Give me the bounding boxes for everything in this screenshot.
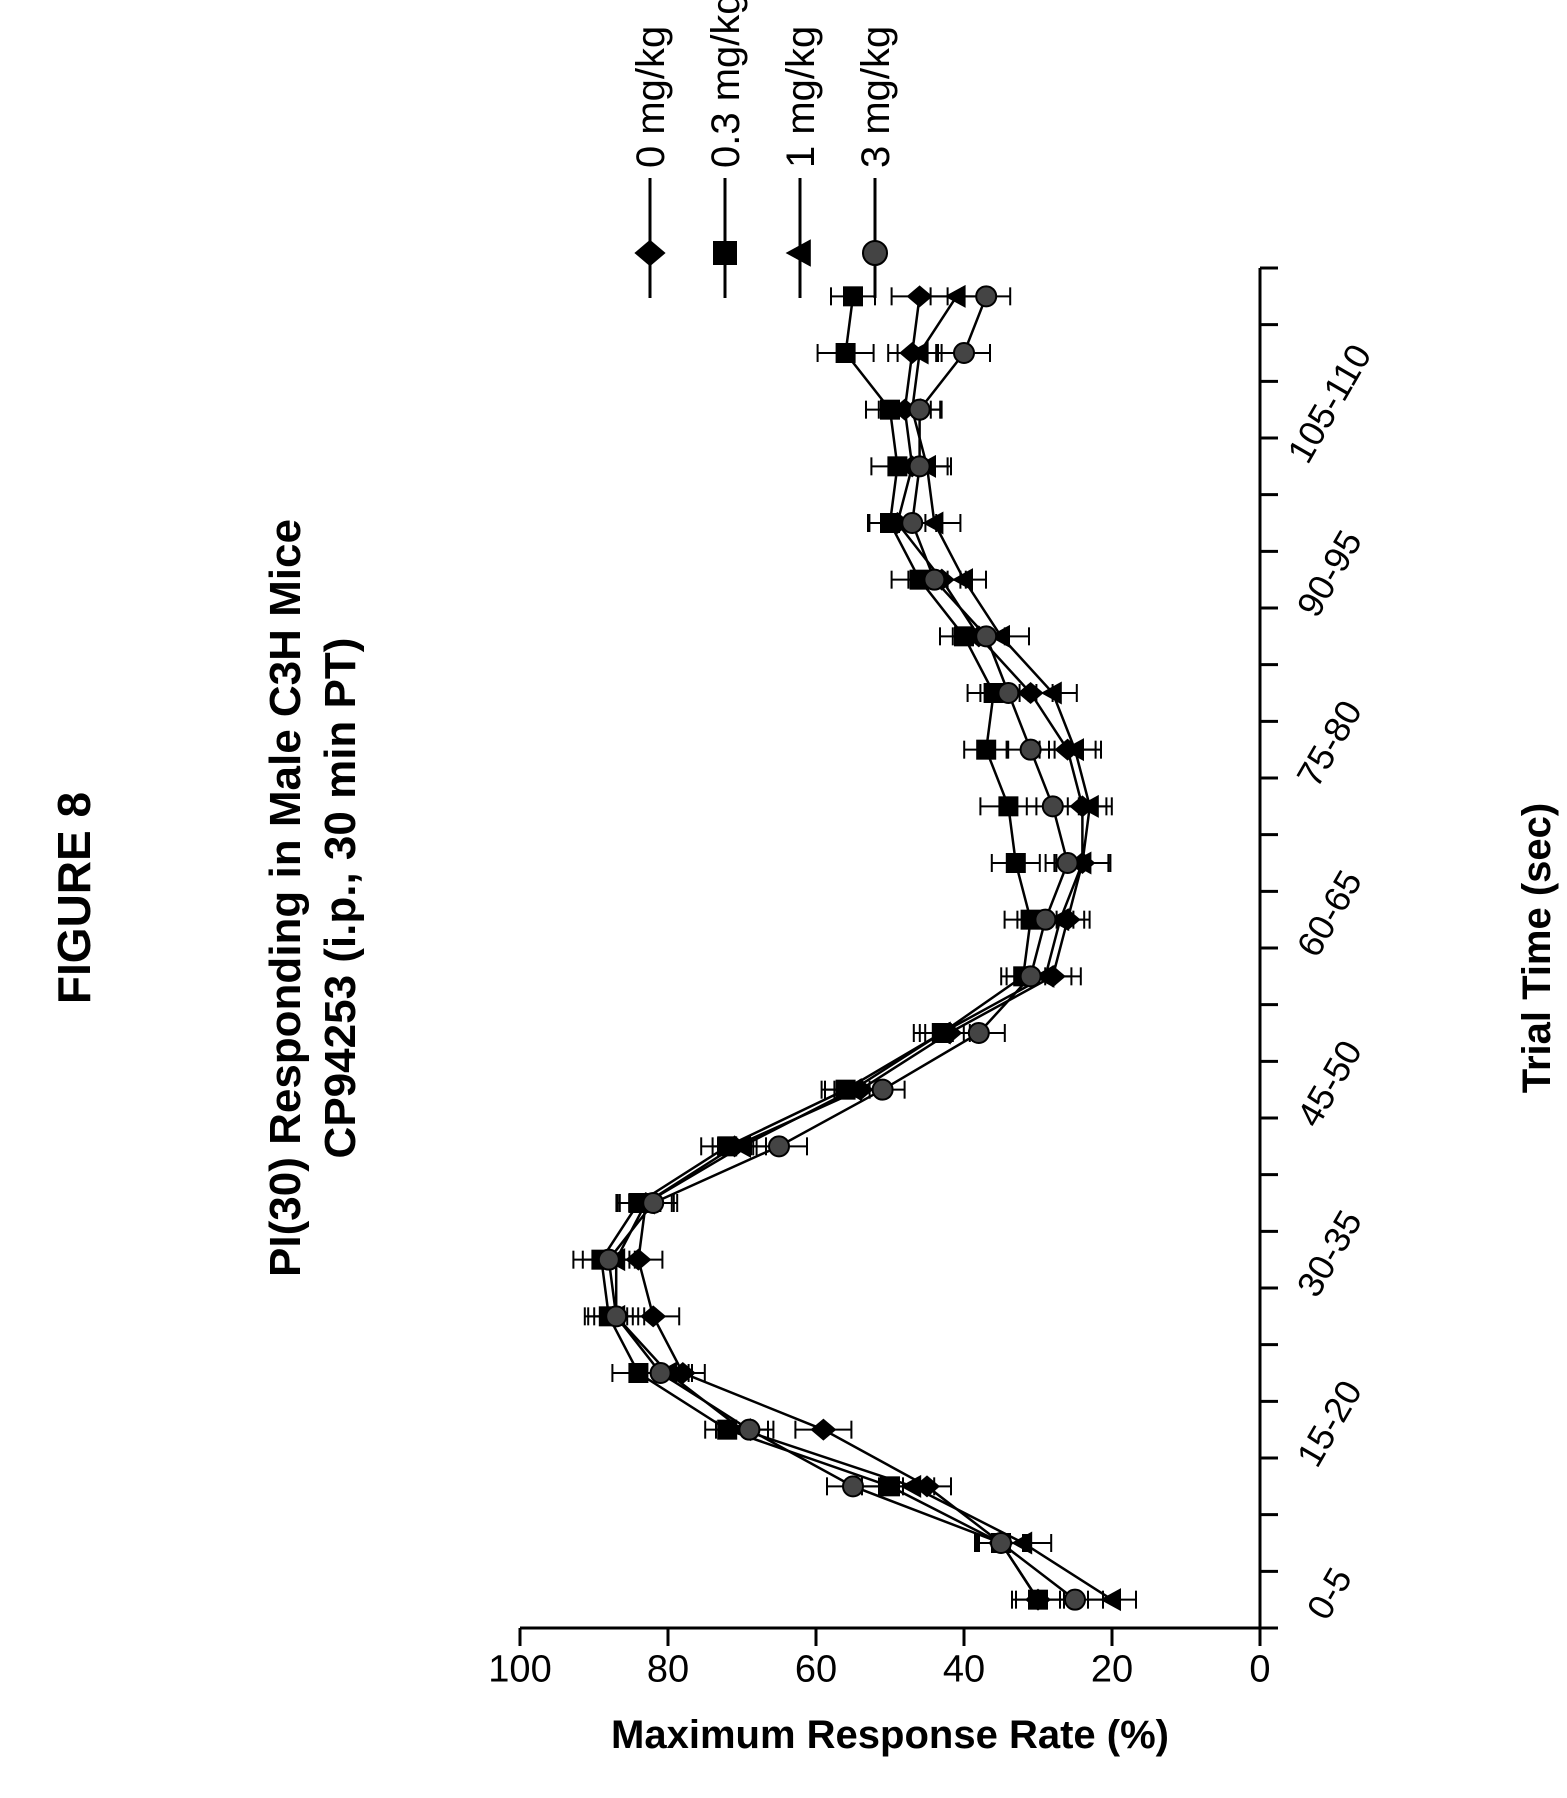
data-point	[836, 343, 856, 363]
data-point	[599, 1250, 619, 1270]
x-axis-ticks: 0-5 15-20 30-35 45-50 60-65 75-80 90-95 105-110	[1260, 268, 1379, 1628]
series-diamond	[614, 285, 1108, 1610]
legend-marker	[863, 241, 887, 265]
legend-item: 0 mg/kg	[629, 26, 673, 298]
chart-subtitle: CP94253 (i.p., 30 min PT)	[316, 638, 365, 1159]
rotated-figure: FIGURE 8 PI(30) Responding in Male C3H M…	[48, 0, 1559, 1757]
data-point	[998, 683, 1018, 703]
x-tick-label: 105-110	[1279, 337, 1379, 470]
legend-label: 0.3 mg/kg	[704, 0, 748, 168]
y-tick-label: 100	[488, 1648, 551, 1690]
legend-item: 1 mg/kg	[779, 26, 823, 298]
data-point	[976, 286, 996, 306]
y-tick-label: 20	[1091, 1648, 1133, 1690]
legend-marker	[634, 240, 665, 266]
data-point	[924, 570, 944, 590]
series-square	[573, 286, 1064, 1609]
series-line	[601, 296, 1038, 1599]
data-point	[1021, 740, 1041, 760]
y-tick-label: 40	[943, 1648, 985, 1690]
series-line	[609, 296, 1075, 1599]
data-point	[643, 1193, 663, 1213]
y-tick-label: 0	[1249, 1648, 1270, 1690]
data-point	[998, 796, 1018, 816]
data-point	[873, 1080, 893, 1100]
legend: 0 mg/kg 0.3 mg/kg 1 mg/kg 3 mg/kg	[629, 0, 898, 298]
legend-item: 0.3 mg/kg	[704, 0, 748, 298]
data-point	[843, 286, 863, 306]
data-point	[739, 1420, 759, 1440]
legend-label: 0 mg/kg	[629, 26, 673, 168]
y-axis-ticks: 0 20 40 60 80 100	[488, 1628, 1270, 1690]
data-point	[954, 343, 974, 363]
y-tick-label: 60	[795, 1648, 837, 1690]
data-point	[969, 1023, 989, 1043]
data-point	[1065, 1590, 1085, 1610]
data-point	[843, 1476, 863, 1496]
series-triangle	[588, 285, 1136, 1611]
data-point	[1035, 910, 1055, 930]
data-point	[1028, 1590, 1048, 1610]
legend-marker	[786, 239, 811, 267]
data-point	[1058, 853, 1078, 873]
x-tick-label: 0-5	[1298, 1561, 1360, 1627]
data-point	[910, 400, 930, 420]
x-tick-label: 60-65	[1288, 863, 1370, 963]
x-tick-label: 90-95	[1288, 523, 1370, 623]
plot-area	[573, 285, 1136, 1611]
x-axis-label: Trial Time (sec)	[1515, 803, 1559, 1094]
data-point	[606, 1306, 626, 1326]
x-tick-label: 30-35	[1288, 1203, 1370, 1303]
y-axis-label: Maximum Response Rate (%)	[611, 1713, 1169, 1757]
data-point	[1043, 796, 1063, 816]
legend-label: 1 mg/kg	[779, 26, 823, 168]
data-point	[907, 285, 933, 307]
legend-item: 3 mg/kg	[854, 26, 898, 298]
y-tick-label: 80	[647, 1648, 689, 1690]
legend-label: 3 mg/kg	[854, 26, 898, 168]
data-point	[1021, 966, 1041, 986]
data-point	[991, 1533, 1011, 1553]
series-line	[638, 296, 1082, 1599]
x-tick-label: 45-50	[1288, 1033, 1370, 1133]
x-tick-label: 15-20	[1288, 1373, 1370, 1473]
data-point	[976, 740, 996, 760]
data-point	[769, 1136, 789, 1156]
figure-label: FIGURE 8	[48, 792, 100, 1004]
legend-marker	[713, 241, 737, 265]
data-point	[976, 626, 996, 646]
data-point	[810, 1419, 836, 1441]
series-circle	[583, 286, 1103, 1609]
data-point	[651, 1363, 671, 1383]
x-tick-label: 75-80	[1288, 693, 1370, 793]
data-point	[910, 456, 930, 476]
data-point	[1006, 853, 1026, 873]
data-point	[902, 513, 922, 533]
chart-title: PI(30) Responding in Male C3H Mice	[261, 519, 310, 1277]
